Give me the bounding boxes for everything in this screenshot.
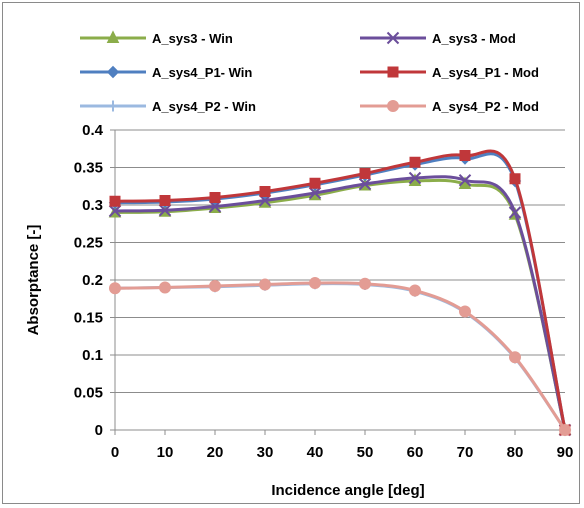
data-point-s5-5 [359, 277, 371, 290]
data-point-s1-0-stroke [108, 204, 122, 218]
legend-swatch-marker [386, 31, 400, 45]
x-tick-label: 80 [507, 444, 524, 461]
legend-label: A_sys3 - Mod [432, 31, 516, 46]
x-tick-label: 70 [457, 444, 474, 461]
data-point-s5-3 [259, 278, 271, 291]
data-point-s1-1-stroke [158, 204, 172, 217]
axes: 0 0.05 0.1 0.15 0.2 0.25 0.3 0.35 0.4 0 10 20 30 40 50… [74, 122, 574, 461]
data-point-s5-7 [459, 305, 471, 318]
legend-label: A_sys4_P2 - Win [152, 99, 256, 114]
legend-entry-0: A_sys3 - Win [80, 30, 233, 46]
data-point-s1-8 [508, 206, 522, 219]
y-tick-label: 0.05 [74, 385, 103, 402]
x-tick-label: 10 [157, 444, 174, 461]
x-tick-label: 30 [257, 444, 274, 461]
data-point-s1-5 [358, 177, 372, 191]
x-tick-label: 60 [407, 444, 424, 461]
data-point-s1-6 [408, 171, 422, 185]
data-point-s1-7-stroke [458, 174, 472, 187]
y-tick-label: 0.1 [82, 347, 103, 364]
x-tick-label: 0 [111, 444, 119, 461]
data-point-s5-6 [409, 284, 421, 297]
legend-entry-1: A_sys3 - Mod [360, 31, 516, 46]
data-point-s3-3 [259, 186, 271, 197]
legend-entry-2: A_sys4_P1- Win [80, 65, 252, 80]
legend-entry-4: A_sys4_P2 - Win [80, 99, 256, 114]
data-point-s3-7 [459, 150, 471, 161]
series-2 [108, 152, 572, 437]
data-point-s3-4 [309, 177, 321, 189]
y-tick-label: 0.4 [82, 122, 104, 139]
series-3 [109, 149, 571, 436]
y-tick-label: 0 [95, 422, 103, 439]
data-point-s1-5-stroke [358, 177, 372, 191]
x-tick-label: 90 [557, 444, 574, 461]
legend-swatch-marker [106, 30, 120, 43]
legend: A_sys3 - Win A_sys3 - Mod A_sys4_P1- Win A_… [80, 30, 539, 114]
data-point-s1-8-stroke [508, 206, 522, 219]
series-line-3 [114, 149, 567, 431]
series-layer [108, 149, 572, 437]
legend-label: A_sys4_P2 - Mod [432, 99, 539, 114]
legend-label: A_sys4_P1 - Mod [432, 65, 539, 80]
data-point-s3-2 [209, 192, 221, 203]
x-tick-label: 20 [207, 444, 224, 461]
data-point-s3-6 [409, 156, 421, 168]
data-point-s5-2 [209, 280, 221, 292]
data-point-s5-9 [559, 424, 571, 436]
data-point-s5-0 [109, 282, 121, 295]
legend-swatch-marker [387, 100, 399, 112]
y-axis-title: Absorptance [-] [25, 225, 42, 336]
legend-swatch-marker [106, 65, 120, 79]
data-point-s1-4-stroke [308, 186, 322, 200]
x-tick-label: 40 [307, 444, 324, 461]
data-point-s5-1 [159, 281, 171, 294]
data-point-s3-8 [509, 173, 521, 185]
x-axis-title: Incidence angle [deg] [271, 482, 424, 499]
y-tick-label: 0.3 [82, 197, 103, 214]
data-point-s1-1 [158, 204, 172, 217]
series-line-2 [114, 152, 567, 431]
legend-entry-5: A_sys4_P2 - Mod [360, 99, 539, 114]
legend-entry-3: A_sys4_P1 - Mod [360, 65, 539, 80]
y-tick-label: 0.35 [74, 160, 103, 177]
y-tick-label: 0.2 [82, 272, 103, 289]
series-line-4 [114, 282, 567, 431]
data-point-s3-1 [159, 195, 171, 206]
legend-label: A_sys3 - Win [152, 31, 233, 46]
data-point-s5-8 [509, 351, 521, 364]
legend-label: A_sys4_P1- Win [152, 65, 252, 80]
series-5 [109, 277, 571, 436]
y-tick-label: 0.15 [74, 310, 103, 327]
y-tick-label: 0.25 [74, 235, 103, 252]
data-point-s1-6-stroke [408, 171, 422, 185]
gridlines [115, 129, 565, 431]
data-point-s3-5 [359, 168, 371, 179]
data-point-s1-0 [108, 204, 122, 218]
data-point-s3-0 [109, 195, 121, 207]
series-line-5 [114, 281, 567, 431]
series-0 [108, 173, 572, 435]
data-point-s1-7 [458, 174, 472, 187]
data-point-s5-4 [309, 277, 321, 289]
legend-swatch-marker [107, 100, 119, 112]
legend-swatch-marker-stroke [386, 31, 400, 45]
data-point-s1-4 [308, 186, 322, 200]
legend-swatch-marker [387, 66, 399, 78]
x-tick-label: 50 [357, 444, 374, 461]
series-4 [109, 278, 571, 436]
chart-frame [2, 2, 580, 504]
